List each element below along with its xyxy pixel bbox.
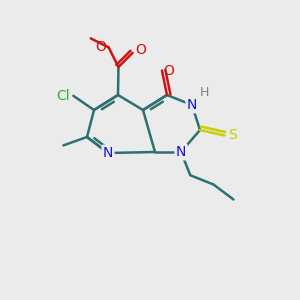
Text: O: O bbox=[95, 40, 106, 54]
Text: N: N bbox=[187, 98, 197, 112]
Text: N: N bbox=[176, 145, 186, 159]
Text: S: S bbox=[228, 128, 237, 142]
Text: Cl: Cl bbox=[57, 89, 70, 103]
Text: O: O bbox=[135, 43, 146, 57]
Text: H: H bbox=[200, 86, 209, 99]
Text: N: N bbox=[103, 146, 113, 160]
Text: O: O bbox=[164, 64, 174, 77]
